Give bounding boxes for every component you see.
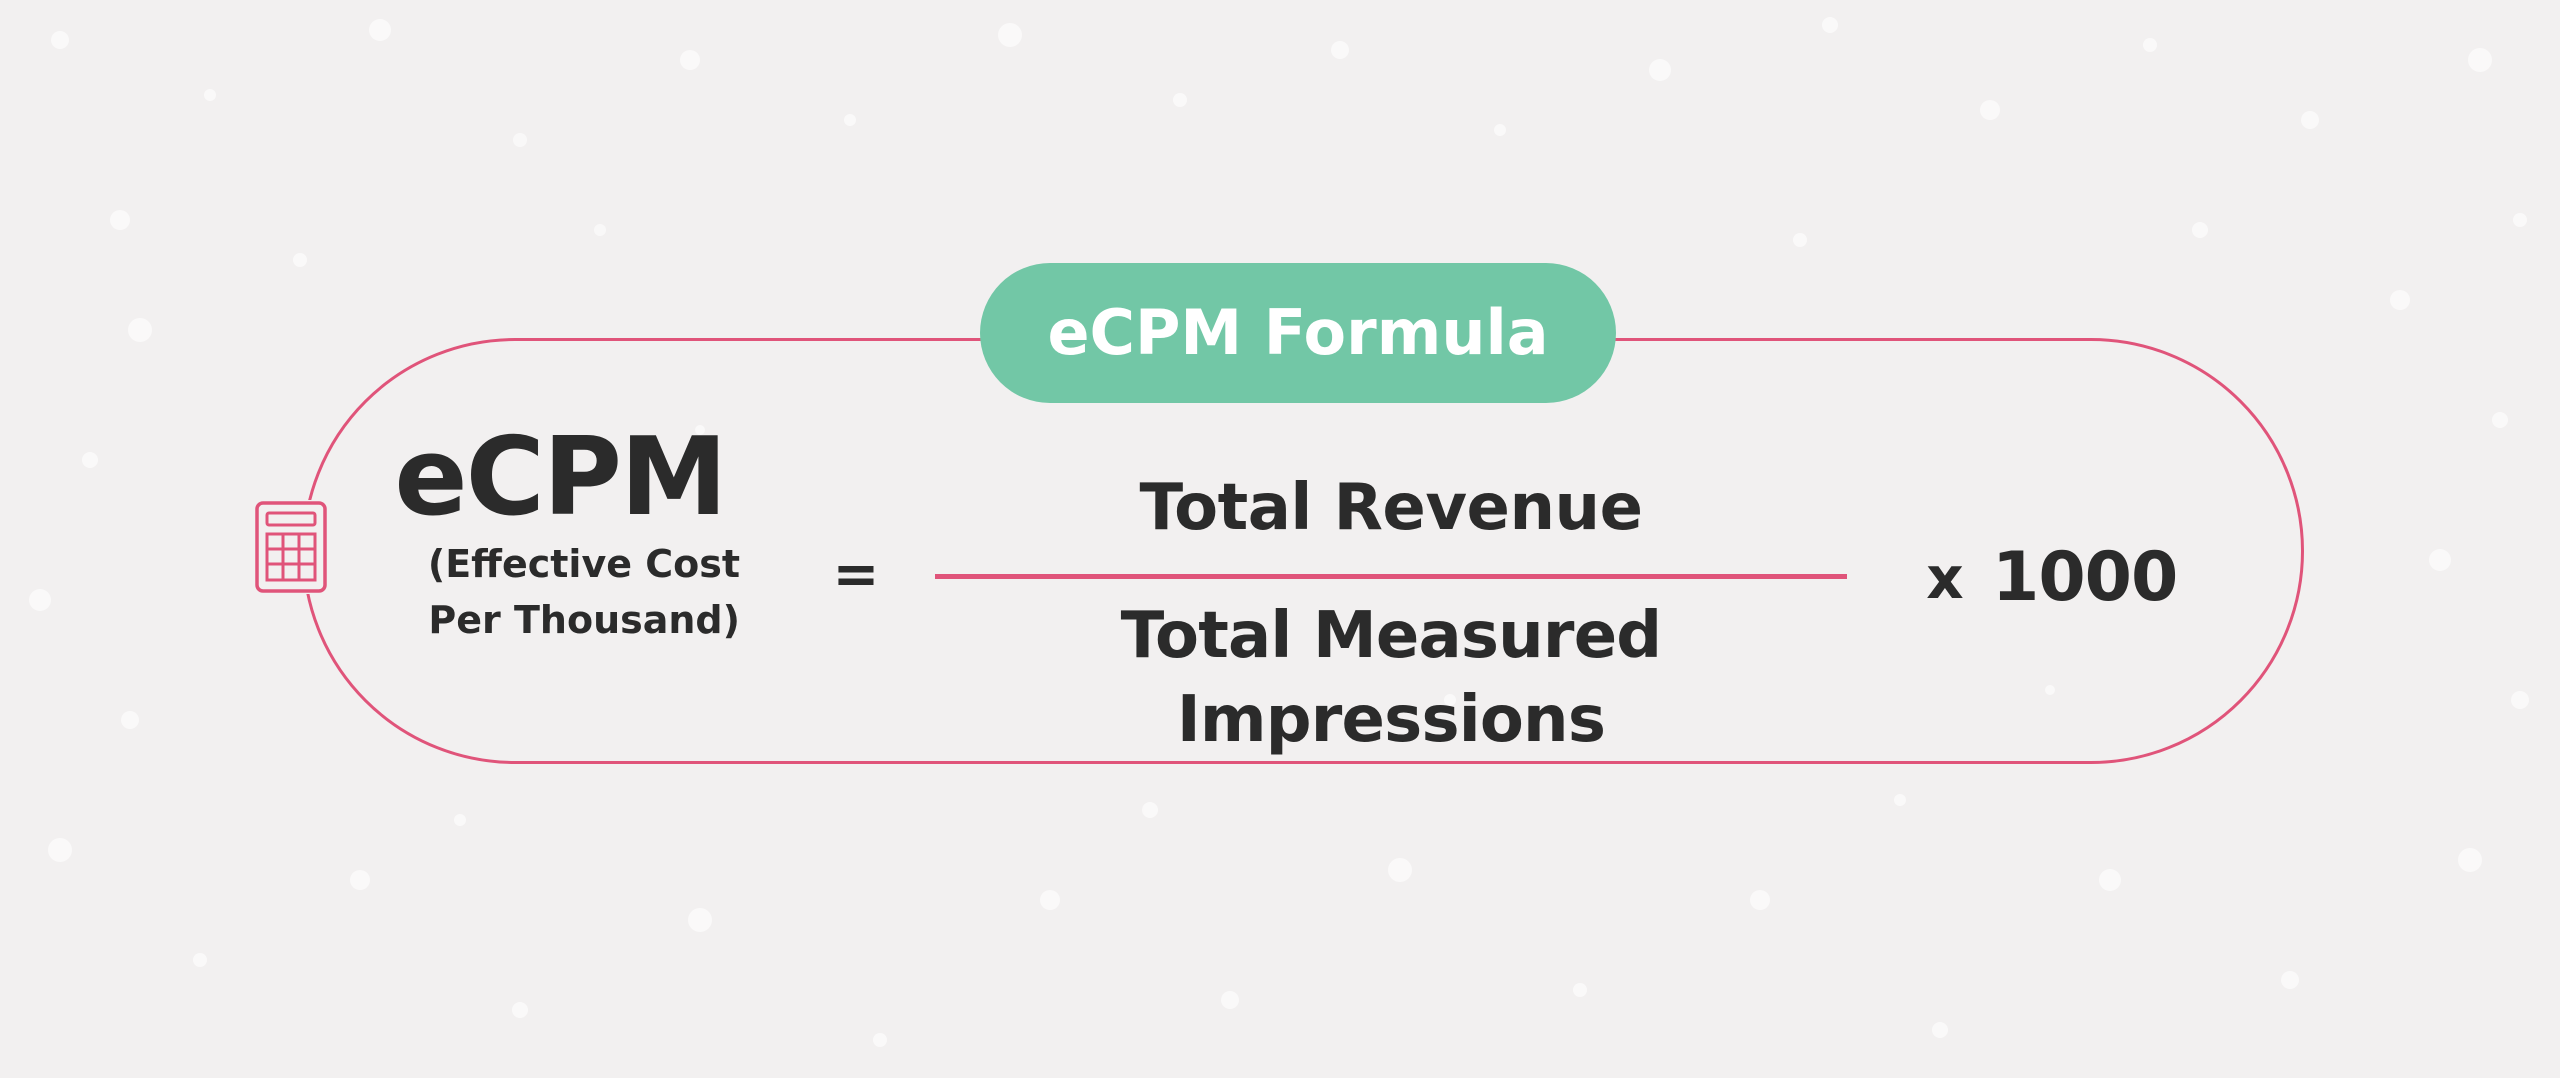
calculator-icon (254, 500, 328, 594)
ecpm-full-name-line-2: Per Thousand) (428, 598, 740, 642)
equals-sign: = (832, 542, 880, 607)
ecpm-full-name-line-1: (Effective Cost (427, 542, 740, 586)
ecpm-full-name: (Effective Cost Per Thousand) (400, 536, 740, 648)
fraction-denominator: Total Measured Impressions (1120, 599, 1662, 757)
fraction-bar (935, 574, 1847, 579)
multiply-sign: x (1926, 544, 1964, 612)
ecpm-acronym: eCPM (394, 415, 727, 540)
fraction-numerator: Total Revenue (1139, 471, 1643, 545)
multiplier-value: 1000 (1992, 538, 2178, 617)
ecpm-term: eCPM (380, 420, 740, 536)
formula-title-badge: eCPM Formula (980, 263, 1616, 403)
